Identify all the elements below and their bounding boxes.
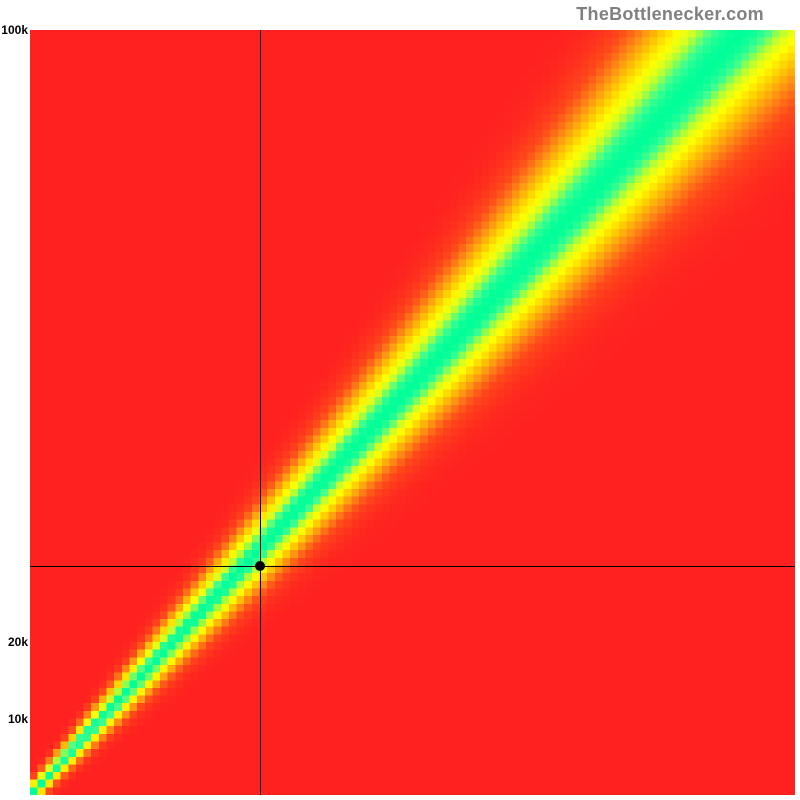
watermark-text: TheBottlenecker.com [576, 4, 764, 25]
crosshair-horizontal [30, 566, 795, 567]
crosshair-marker [255, 561, 265, 571]
y-tick-label: 100k [1, 23, 28, 37]
y-tick-label: 20k [8, 635, 28, 649]
y-tick-label: 10k [8, 712, 28, 726]
heatmap-canvas [30, 30, 795, 795]
heatmap-plot [30, 30, 795, 795]
crosshair-vertical [260, 30, 261, 795]
